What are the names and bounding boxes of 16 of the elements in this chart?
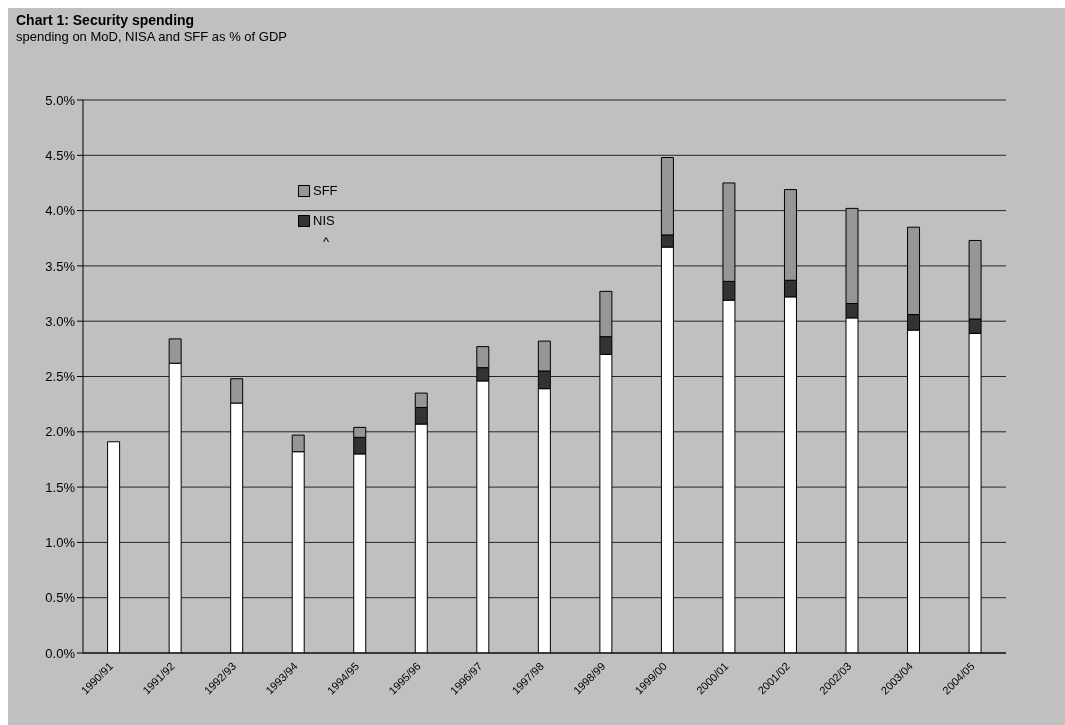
y-tick-label: 0.5% bbox=[45, 590, 76, 606]
legend-label: NIS bbox=[313, 213, 335, 228]
y-tick-label: 1.5% bbox=[45, 479, 76, 495]
legend-label: SFF bbox=[313, 182, 338, 200]
y-tick-label: 2.5% bbox=[45, 369, 76, 385]
y-tick-label: 3.5% bbox=[45, 258, 76, 274]
y-tick-label: 3.0% bbox=[45, 313, 76, 329]
chart-title: Chart 1: Security spending bbox=[16, 12, 195, 28]
y-tick-label: 0.0% bbox=[45, 645, 76, 661]
y-tick-label: 5.0% bbox=[45, 92, 76, 108]
annotation: ^ bbox=[323, 234, 331, 249]
y-tick-label: 4.5% bbox=[45, 147, 76, 163]
y-tick-label: 2.0% bbox=[45, 424, 76, 440]
y-tick-label: 4.0% bbox=[45, 203, 76, 219]
y-tick-label: 1.0% bbox=[45, 535, 76, 551]
chart-subtitle: spending on MoD, NISA and SFF as % of GDP bbox=[16, 29, 287, 44]
